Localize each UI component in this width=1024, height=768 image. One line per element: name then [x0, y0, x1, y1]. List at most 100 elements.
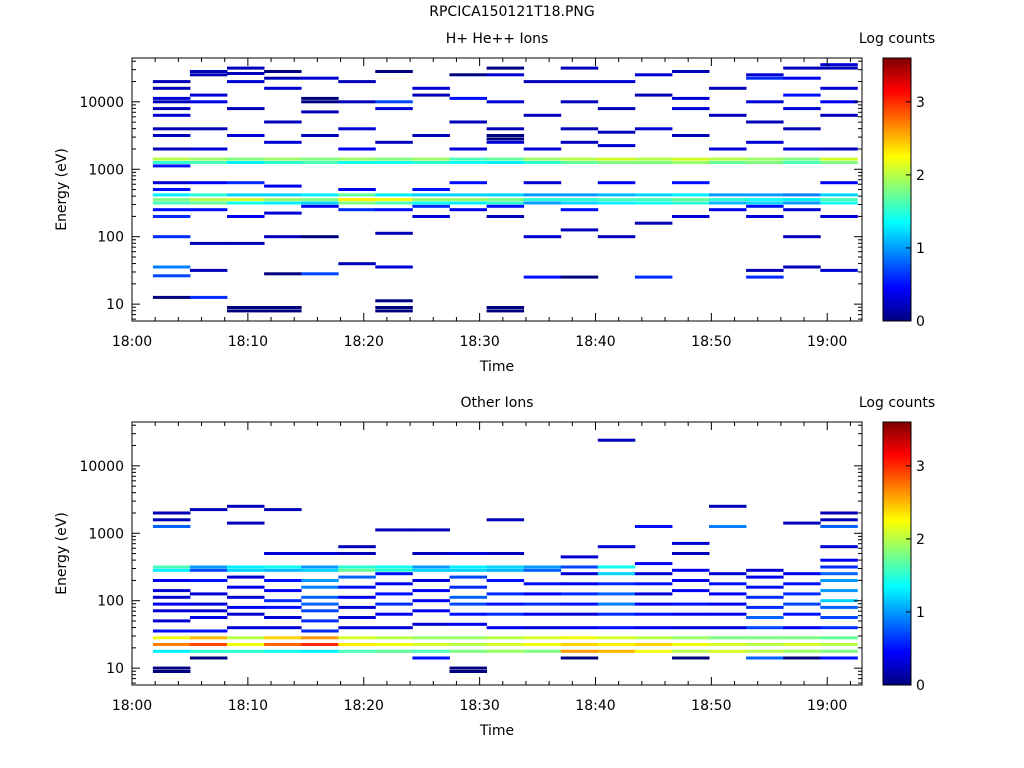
- heatmap-cell: [152, 565, 191, 569]
- heatmap-cell: [523, 181, 562, 185]
- heatmap-cell: [301, 110, 339, 114]
- heatmap-cell: [560, 201, 599, 205]
- heatmap-cell: [820, 626, 858, 630]
- heatmap-cells: [152, 438, 858, 673]
- heatmap-cell: [264, 306, 302, 309]
- heatmap-cell: [338, 198, 376, 202]
- heatmap-cell: [634, 582, 673, 586]
- heatmap-cell: [783, 66, 821, 70]
- heatmap-cell: [301, 579, 339, 582]
- heatmap-cell: [709, 592, 747, 596]
- heatmap-cell: [523, 636, 562, 640]
- heatmap-cell: [152, 579, 191, 582]
- x-tick-label: 18:40: [575, 334, 615, 350]
- heatmap-cell: [264, 86, 302, 90]
- heatmap-cell: [560, 193, 599, 197]
- heatmap-cell: [746, 656, 784, 660]
- heatmap-cell: [152, 525, 191, 528]
- heatmap-cell: [634, 572, 673, 576]
- heatmap-cell: [672, 107, 710, 111]
- heatmap-cell: [783, 157, 821, 161]
- heatmap-cell: [264, 76, 302, 80]
- heatmap-cell: [227, 157, 265, 161]
- heatmap-cell: [523, 113, 562, 117]
- heatmap-cell: [189, 592, 228, 596]
- heatmap-cell: [560, 592, 599, 596]
- heatmap-cell: [597, 438, 636, 442]
- heatmap-cell: [486, 73, 525, 77]
- heatmap-cell: [820, 161, 858, 164]
- heatmap-cell: [412, 134, 450, 137]
- heatmap-cell: [783, 626, 821, 630]
- heatmap-cell: [820, 636, 858, 640]
- heatmap-cell: [672, 579, 710, 582]
- heatmap-cell: [449, 575, 487, 579]
- heatmap-cell: [338, 636, 376, 640]
- heatmap-cell: [597, 626, 636, 630]
- heatmap-cell: [709, 525, 747, 528]
- heatmap-cell: [375, 265, 413, 269]
- heatmap-cell: [634, 602, 673, 606]
- heatmap-cell: [264, 211, 302, 215]
- heatmap-cell: [227, 198, 265, 202]
- heatmap-cell: [486, 518, 525, 522]
- heatmap-cell: [301, 76, 339, 80]
- heatmap-cell: [783, 656, 821, 660]
- heatmap-cell: [597, 592, 636, 596]
- heatmap-cell: [709, 201, 747, 205]
- heatmap-cell: [338, 585, 376, 589]
- heatmap-cell: [672, 215, 710, 218]
- heatmap-cell: [486, 100, 525, 104]
- heatmap-cell: [523, 201, 562, 205]
- heatmap-cell: [783, 161, 821, 164]
- x-tick-label: 18:40: [575, 698, 615, 714]
- heatmap-cell: [264, 636, 302, 640]
- heatmap-cell: [523, 568, 562, 572]
- heatmap-cell: [672, 643, 710, 646]
- heatmap-cell: [227, 72, 265, 75]
- heatmap-cell: [634, 193, 673, 197]
- heatmap-cell: [189, 70, 228, 73]
- heatmap-cell: [152, 274, 191, 278]
- heatmap-cell: [523, 612, 562, 616]
- heatmap-cell: [301, 565, 339, 569]
- heatmap-cell: [783, 582, 821, 586]
- heatmap-cell: [449, 643, 487, 646]
- heatmap-cell: [301, 595, 339, 599]
- heatmap-cell: [412, 93, 450, 97]
- heatmap-cell: [152, 107, 191, 111]
- heatmap-cell: [449, 120, 487, 124]
- heatmap-cell: [560, 612, 599, 616]
- heatmap-cell: [301, 643, 339, 646]
- heatmap-cell: [486, 306, 525, 309]
- heatmap-cell: [264, 235, 302, 239]
- heatmap-cell: [189, 201, 228, 205]
- heatmap-cell: [746, 605, 784, 609]
- colorbar-label: Log counts: [859, 395, 935, 411]
- heatmap-cell: [634, 592, 673, 596]
- heatmap-cell: [486, 649, 525, 653]
- heatmap-cell: [597, 157, 636, 161]
- heatmap-cell: [820, 572, 858, 576]
- heatmap-cell: [375, 208, 413, 212]
- heatmap-cell: [597, 545, 636, 549]
- heatmap-cell: [412, 643, 450, 646]
- heatmap-cell: [523, 275, 562, 279]
- heatmap-cell: [709, 649, 747, 653]
- heatmap-cell: [375, 161, 413, 164]
- colorbar-tick-label: 1: [916, 241, 925, 257]
- heatmap-cell: [227, 605, 265, 609]
- heatmap-cell: [709, 572, 747, 576]
- heatmap-cell: [597, 582, 636, 586]
- heatmap-cell: [301, 201, 339, 205]
- heatmap-cell: [412, 656, 450, 660]
- heatmap-cell: [486, 201, 525, 205]
- heatmap-cell: [486, 552, 525, 555]
- heatmap-cell: [672, 589, 710, 593]
- heatmap-cell: [486, 636, 525, 640]
- heatmap-cell: [820, 656, 858, 660]
- heatmap-cell: [783, 93, 821, 97]
- heatmap-cell: [783, 612, 821, 616]
- heatmap-cell: [486, 592, 525, 596]
